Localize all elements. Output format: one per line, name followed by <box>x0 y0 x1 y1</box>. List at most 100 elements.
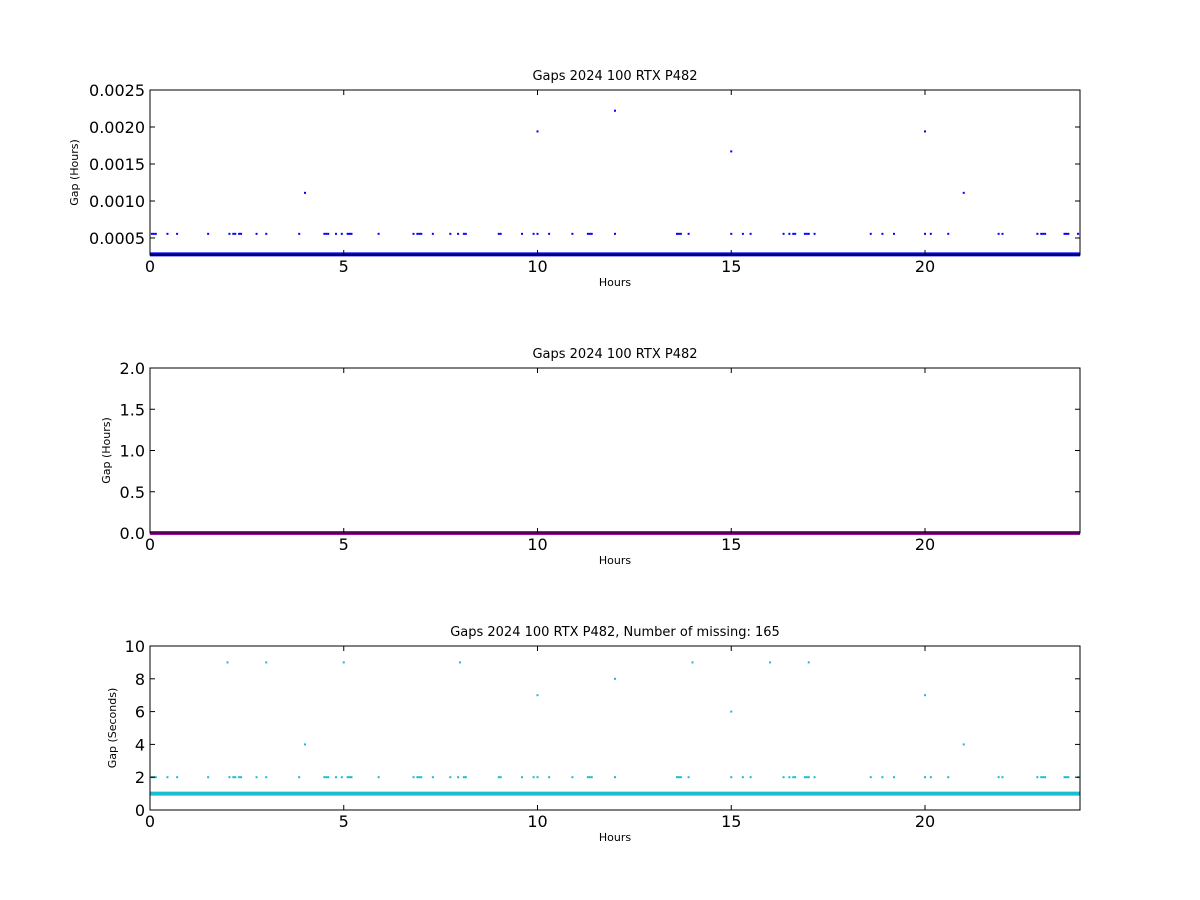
y-tick-label: 0 <box>135 801 145 820</box>
data-point <box>548 776 551 779</box>
data-point <box>255 232 258 235</box>
data-point <box>677 776 680 779</box>
y-tick-label: 1.0 <box>120 442 145 461</box>
data-point <box>1036 232 1039 235</box>
y-tick-label: 6 <box>135 703 145 722</box>
data-point <box>794 232 797 235</box>
data-point <box>166 232 169 235</box>
data-point <box>1044 232 1047 235</box>
data-point <box>782 776 785 779</box>
plot-frame <box>149 645 1081 811</box>
data-point <box>687 776 690 779</box>
data-point <box>348 776 351 779</box>
x-tick-label: 5 <box>339 535 349 554</box>
data-point <box>679 232 682 235</box>
data-point <box>234 776 237 779</box>
x-tick-label: 5 <box>339 812 349 831</box>
chart-title: Gaps 2024 100 RTX P482, Number of missin… <box>450 625 780 640</box>
y-tick-label: 4 <box>135 735 145 754</box>
data-point <box>521 232 523 235</box>
data-point <box>749 232 752 235</box>
data-point <box>462 232 465 235</box>
data-point <box>1040 776 1043 779</box>
data-point <box>803 232 806 235</box>
data-point <box>350 232 353 235</box>
data-point <box>232 232 235 235</box>
data-point <box>323 776 326 779</box>
data-point <box>342 661 345 664</box>
data-point <box>232 776 235 779</box>
data-point <box>588 232 591 235</box>
data-point <box>536 694 539 697</box>
data-point <box>893 232 895 235</box>
x-tick-label: 15 <box>721 535 741 554</box>
chart-title: Gaps 2024 100 RTX P482 <box>532 347 697 362</box>
data-point <box>521 776 523 779</box>
data-point <box>962 743 965 746</box>
data-point <box>418 776 421 779</box>
data-point <box>238 232 241 235</box>
data-point <box>1042 232 1045 235</box>
data-point <box>1067 776 1070 779</box>
data-point <box>691 661 694 664</box>
x-tick-label: 15 <box>721 257 741 276</box>
data-point <box>340 776 343 779</box>
data-point <box>412 232 415 235</box>
data-point <box>416 776 419 779</box>
x-tick-label: 20 <box>915 257 935 276</box>
x-tick-label: 10 <box>527 812 547 831</box>
data-point <box>420 776 423 779</box>
data-point <box>588 776 591 779</box>
data-point <box>499 776 502 779</box>
data-point <box>207 232 210 235</box>
data-point <box>614 109 616 112</box>
y-tick-label: 0.0025 <box>89 81 145 100</box>
data-point <box>416 232 419 235</box>
y-axis-label: Gap (Hours) <box>100 417 113 484</box>
data-point <box>788 232 791 235</box>
data-point <box>741 232 744 235</box>
data-point <box>805 232 808 235</box>
x-tick-label: 15 <box>721 812 741 831</box>
y-axis-label: Gap (Hours) <box>68 139 81 206</box>
data-point <box>571 776 574 779</box>
y-tick-label: 2.0 <box>120 359 145 378</box>
data-point <box>677 232 680 235</box>
data-point <box>1001 232 1004 235</box>
data-point <box>807 232 810 235</box>
data-point <box>304 191 306 194</box>
data-point <box>590 232 593 235</box>
data-point <box>323 232 326 235</box>
data-point <box>730 150 733 153</box>
data-point <box>418 232 421 235</box>
data-point <box>265 232 268 235</box>
data-point <box>893 776 895 779</box>
data-point <box>420 232 423 235</box>
data-point <box>813 232 816 235</box>
data-point <box>464 776 467 779</box>
data-point <box>176 776 179 779</box>
data-point <box>869 232 872 235</box>
data-point <box>792 232 795 235</box>
data-point <box>741 776 744 779</box>
data-point <box>730 710 733 713</box>
data-point <box>166 776 169 779</box>
data-point <box>676 232 678 235</box>
y-axis-label: Gap (Seconds) <box>106 688 119 769</box>
data-point <box>1040 232 1043 235</box>
x-tick-label: 5 <box>339 257 349 276</box>
data-point <box>536 776 539 779</box>
data-point <box>304 743 306 746</box>
data-point <box>346 232 349 235</box>
plot-frame <box>149 89 1081 256</box>
plot-frame <box>149 367 1081 534</box>
y-tick-label: 0.0005 <box>89 229 145 248</box>
data-point <box>1042 776 1045 779</box>
data-point <box>298 232 301 235</box>
data-point <box>327 232 330 235</box>
data-point <box>586 232 589 235</box>
data-point <box>532 776 535 779</box>
data-point <box>929 232 932 235</box>
y-tick-label: 1.5 <box>120 400 145 419</box>
